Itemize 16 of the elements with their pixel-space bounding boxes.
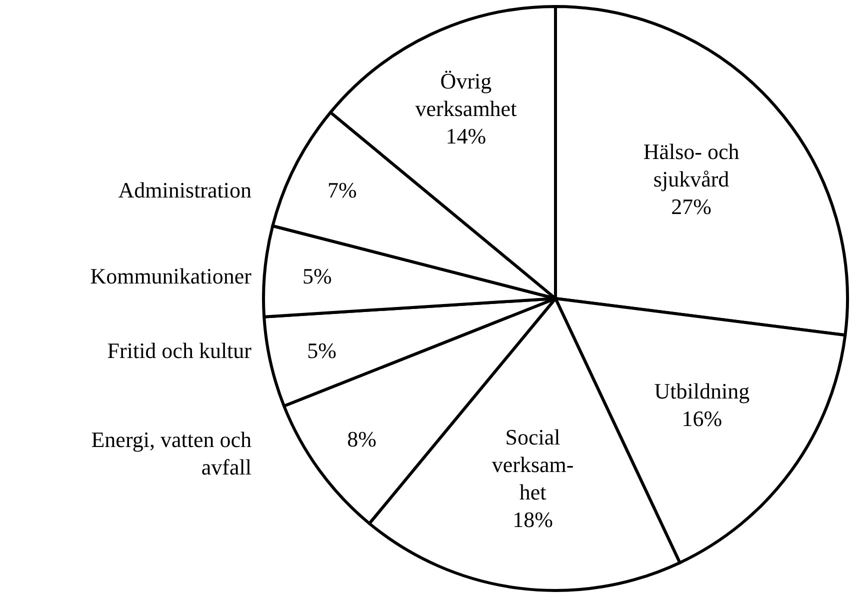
data-label: 7% <box>327 177 357 202</box>
data-label: 16% <box>682 406 722 432</box>
data-label: 8% <box>347 426 376 452</box>
slice-label: Energi, vatten och avfall <box>91 426 252 480</box>
data-label: 5% <box>307 338 336 364</box>
slice-label: Hälso- och sjukvård <box>643 138 740 192</box>
slice-label: Övrig verksamhet <box>415 68 517 121</box>
slice-label: Kommunikationer <box>90 263 252 288</box>
slice-label: Social verksam- het <box>492 424 574 504</box>
data-label: 14% <box>446 123 486 148</box>
slice-label: Utbildning <box>654 378 750 404</box>
slice-label: Fritid och kultur <box>107 338 252 364</box>
data-label: 18% <box>512 506 553 532</box>
slice-label: Administration <box>118 177 252 202</box>
data-label: 5% <box>302 263 332 288</box>
data-label: 27% <box>671 194 712 219</box>
